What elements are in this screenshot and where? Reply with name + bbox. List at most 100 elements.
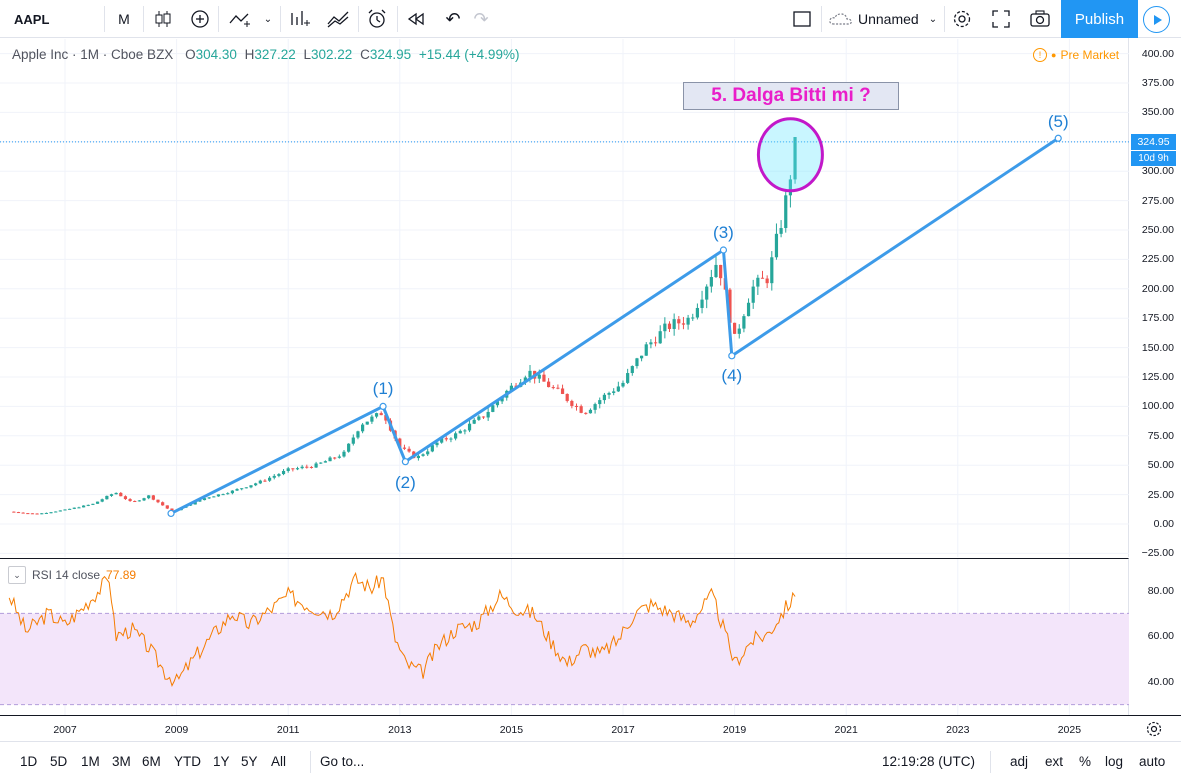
candle-body [463,430,467,432]
highlight-circle [756,117,824,193]
price-tick-label: 275.00 [1141,194,1174,207]
chevron-down-icon: ⌄ [928,13,938,25]
range-button[interactable]: 1Y [213,754,230,769]
price-tick-label: 375.00 [1141,77,1174,89]
range-button[interactable]: 5Y [241,754,258,769]
range-button[interactable]: 1D [20,754,38,769]
price-axis[interactable]: 400.00375.00350.00325.00300.00275.00250.… [1130,38,1181,715]
high-value: 327.22 [254,47,296,62]
play-icon[interactable] [1143,6,1170,33]
redo-icon[interactable]: ↷ [473,8,489,29]
scale-option-button[interactable]: adj [1010,754,1029,769]
candle-body [379,413,383,416]
undo-icon[interactable]: ↶ [445,8,461,29]
price-tick-label: 25.00 [1147,488,1174,501]
candle-body [170,508,174,511]
plus-circle-icon[interactable] [189,0,211,38]
chevron-down-icon[interactable]: ⌄ [8,566,26,584]
low-value: 302.22 [311,47,353,62]
range-button[interactable]: YTD [174,754,201,769]
price-tick-label: 200.00 [1141,282,1174,295]
fullscreen-icon[interactable] [990,0,1012,38]
separator [280,6,281,32]
range-button[interactable]: 5D [50,754,68,769]
gear-icon[interactable] [1145,720,1163,743]
range-button[interactable]: All [271,754,287,769]
candle-body [644,344,648,356]
close-label: C [360,47,370,62]
scale-option-button[interactable]: % [1079,754,1092,769]
wave-line [721,249,734,356]
scale-option-button[interactable]: auto [1139,754,1166,769]
candle-body [95,501,100,504]
candle-body [528,370,532,378]
gear-icon[interactable] [951,0,973,38]
price-tick-label: 300.00 [1141,165,1174,178]
annotation-box[interactable]: 5. Dalga Bitti mi ? [683,82,899,110]
chevron-down-icon[interactable]: ⌄ [263,13,273,25]
goto-button[interactable]: Go to... [320,754,365,769]
candle-body [151,495,155,500]
candle-body [588,409,593,414]
candle-body [30,513,35,515]
candle-body [323,461,327,463]
time-tick-label: 2013 [388,724,412,736]
candle-body [319,462,323,464]
symbol-search[interactable]: AAPL [14,11,50,27]
candle-body [207,497,211,499]
candle-body [147,495,151,499]
wave-label: (4) [721,365,743,385]
range-button[interactable]: 3M [112,754,131,769]
price-tick-label: 400.00 [1141,47,1174,60]
candle-body [72,507,76,509]
bottom-toolbar: Go to... 12:19:28 (UTC) 1D 5D 1M 3M 6M YTD 1Y 5… [0,741,1181,780]
rsi-line [8,571,796,687]
candle-body [788,179,792,196]
candle-body [435,442,439,446]
candle-body [574,405,579,407]
indicator-icon[interactable] [227,0,253,38]
alert-icon[interactable] [365,0,389,38]
pre-market-indicator[interactable]: ! ● Pre Market [1033,48,1119,62]
candle-body [221,494,225,496]
price-tick-label: 175.00 [1141,312,1174,325]
layout-name[interactable]: Unnamed ⌄ [828,0,937,38]
candle-body [640,355,644,359]
candle-body [165,505,169,509]
scale-option-button[interactable]: ext [1045,754,1064,769]
candle-body [128,499,132,502]
candle-body [765,278,769,284]
price-tick-label: 0.00 [1153,518,1174,530]
time-axis[interactable]: 2007 2009 2011 2013 2015 2017 2019 2021 2023 2025 [0,715,1181,741]
replay-icon[interactable] [405,0,427,38]
candles-icon[interactable] [152,0,174,38]
publish-button[interactable]: Publish [1061,0,1138,38]
bar-chart-icon[interactable] [288,0,312,38]
candle-body [686,317,690,325]
candle-body [407,448,411,452]
wave-line [730,137,1060,358]
range-button[interactable]: 6M [142,754,161,769]
compare-icon[interactable] [326,0,350,38]
candle-body [663,323,667,332]
time-tick-label: 2025 [1057,724,1082,736]
candle-body [547,381,551,388]
candle-body [472,419,476,424]
range-button[interactable]: 1M [81,754,100,769]
scale-option-button[interactable]: log [1105,754,1124,769]
candle-body [226,493,230,495]
layout-square-icon[interactable] [791,0,813,38]
price-pane[interactable] [0,38,1129,557]
candle-body [272,475,276,478]
candle-body [277,474,281,476]
camera-icon[interactable] [1028,0,1052,38]
cloud-icon [829,13,852,25]
candle-body [746,302,751,317]
candle-body [198,500,202,502]
interval-button[interactable]: M [118,11,130,27]
time-tick-label: 2017 [611,724,635,736]
price-tick-label: 75.00 [1147,429,1174,442]
candle-body [565,393,569,401]
candle-body [551,387,555,389]
clock[interactable]: 12:19:28 (UTC) [882,754,976,769]
